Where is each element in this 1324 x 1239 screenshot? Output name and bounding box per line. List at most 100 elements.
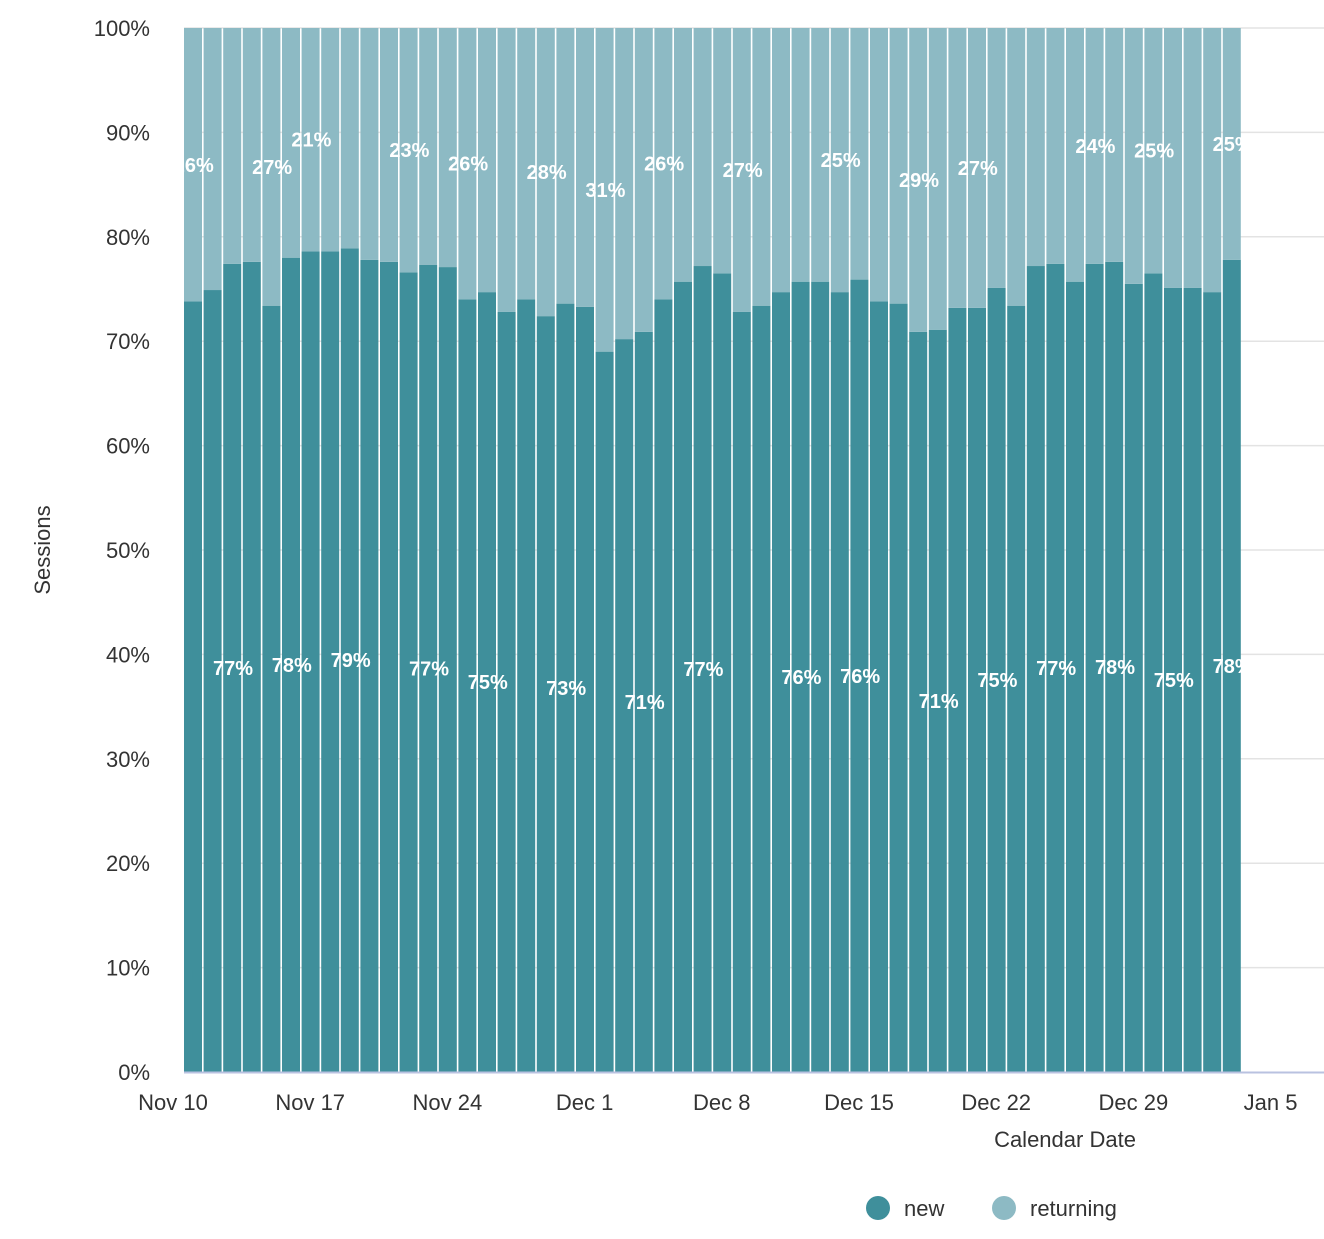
bar-returning bbox=[830, 28, 849, 293]
bar-returning bbox=[1203, 28, 1222, 293]
data-label-returning: 24% bbox=[1075, 136, 1115, 158]
x-tick-label: Dec 1 bbox=[556, 1090, 613, 1115]
y-tick-label: 70% bbox=[106, 329, 150, 354]
bar-new bbox=[909, 331, 928, 1072]
data-label-returning: 23% bbox=[389, 140, 429, 162]
bar-returning bbox=[262, 28, 281, 306]
bar-returning bbox=[458, 28, 477, 300]
bar-returning bbox=[674, 28, 692, 282]
data-label-new: 71% bbox=[625, 692, 665, 714]
bar-new bbox=[438, 267, 457, 1073]
data-label-new: 76% bbox=[840, 666, 880, 688]
bar-new bbox=[595, 351, 614, 1072]
bar-new bbox=[1007, 305, 1026, 1072]
bar-returning bbox=[301, 28, 320, 252]
bar-new bbox=[1105, 261, 1124, 1072]
bar-returning bbox=[713, 28, 732, 274]
bar-returning bbox=[1222, 28, 1241, 260]
bar-new bbox=[1183, 287, 1202, 1073]
legend-swatch-returning bbox=[992, 1196, 1016, 1220]
bar-returning bbox=[909, 28, 928, 332]
bar-returning bbox=[1007, 28, 1026, 306]
bar-new bbox=[889, 303, 908, 1072]
bar-new bbox=[693, 266, 712, 1072]
legend: new returning bbox=[866, 1196, 1117, 1221]
bar-returning bbox=[1026, 28, 1045, 267]
data-label-new: 75% bbox=[468, 672, 508, 694]
bar-new bbox=[321, 251, 340, 1073]
data-label-returning: 25% bbox=[1213, 134, 1253, 156]
y-tick-label: 80% bbox=[106, 225, 150, 250]
bar-new bbox=[301, 251, 320, 1073]
bar-returning bbox=[870, 28, 888, 302]
bar-new bbox=[928, 329, 947, 1073]
y-tick-label: 60% bbox=[106, 434, 150, 459]
bar-returning bbox=[928, 28, 947, 330]
bar-new bbox=[713, 273, 732, 1073]
bar-returning bbox=[203, 28, 222, 291]
bar-new bbox=[1124, 283, 1143, 1072]
x-axis-title: Calendar Date bbox=[994, 1127, 1136, 1152]
bar-returning bbox=[615, 28, 634, 340]
data-label-returning: 28% bbox=[527, 162, 567, 184]
data-label-new: 77% bbox=[1036, 658, 1076, 680]
bar-new bbox=[242, 261, 261, 1072]
bar-new bbox=[497, 311, 516, 1073]
bar-returning bbox=[399, 28, 418, 273]
bar-new bbox=[262, 305, 281, 1072]
data-label-new: 78% bbox=[1095, 657, 1135, 679]
bar-returning bbox=[595, 28, 614, 352]
bar-new bbox=[772, 292, 790, 1072]
y-tick-label: 50% bbox=[106, 538, 150, 563]
bar-returning bbox=[732, 28, 751, 312]
legend-swatch-new bbox=[866, 1196, 890, 1220]
bar-returning bbox=[242, 28, 261, 262]
bar-new bbox=[536, 316, 555, 1072]
bar-new bbox=[478, 292, 496, 1072]
y-axis-title: Sessions bbox=[30, 505, 55, 594]
bar-returning bbox=[1144, 28, 1163, 274]
x-tick-label: Dec 29 bbox=[1099, 1090, 1169, 1115]
bar-new bbox=[615, 339, 634, 1072]
bar-returning bbox=[478, 28, 496, 293]
data-label-returning: 21% bbox=[291, 130, 331, 152]
bar-new bbox=[419, 264, 438, 1072]
bar-new bbox=[1046, 263, 1065, 1072]
y-tick-label: 10% bbox=[106, 956, 150, 981]
bar-returning bbox=[791, 28, 810, 282]
x-tick-label: Nov 17 bbox=[275, 1090, 345, 1115]
x-tick-label: Dec 8 bbox=[693, 1090, 750, 1115]
bar-returning bbox=[517, 28, 536, 300]
data-label-new: 77% bbox=[213, 658, 253, 680]
y-tick-label: 90% bbox=[106, 120, 150, 145]
bar-new bbox=[870, 301, 888, 1072]
bar-new bbox=[517, 299, 536, 1072]
bar-returning bbox=[693, 28, 712, 267]
data-label-returning: 26% bbox=[644, 154, 684, 176]
data-label-new: 75% bbox=[977, 670, 1017, 692]
bar-new bbox=[399, 272, 418, 1072]
bar-returning bbox=[752, 28, 771, 306]
bar-new bbox=[184, 301, 202, 1072]
bar-returning bbox=[1164, 28, 1182, 288]
bar-new bbox=[791, 281, 810, 1072]
data-label-returning: 25% bbox=[821, 150, 861, 172]
x-tick-label: Nov 10 bbox=[138, 1090, 208, 1115]
bar-new bbox=[1144, 273, 1163, 1073]
bar-new bbox=[1026, 266, 1045, 1072]
bar-returning bbox=[419, 28, 438, 265]
bar-new bbox=[458, 299, 477, 1072]
data-label-new: 77% bbox=[683, 659, 723, 681]
bar-new bbox=[1085, 263, 1104, 1072]
data-label-new: 73% bbox=[546, 678, 586, 700]
bar-returning bbox=[968, 28, 986, 308]
bar-new bbox=[360, 259, 379, 1072]
legend-label-new: new bbox=[904, 1196, 944, 1221]
bar-new bbox=[654, 299, 673, 1072]
bar-new bbox=[634, 331, 653, 1072]
bar-new bbox=[811, 281, 830, 1072]
data-label-new: 77% bbox=[409, 658, 449, 680]
bar-returning bbox=[850, 28, 869, 280]
data-label-new: 78% bbox=[272, 655, 312, 677]
